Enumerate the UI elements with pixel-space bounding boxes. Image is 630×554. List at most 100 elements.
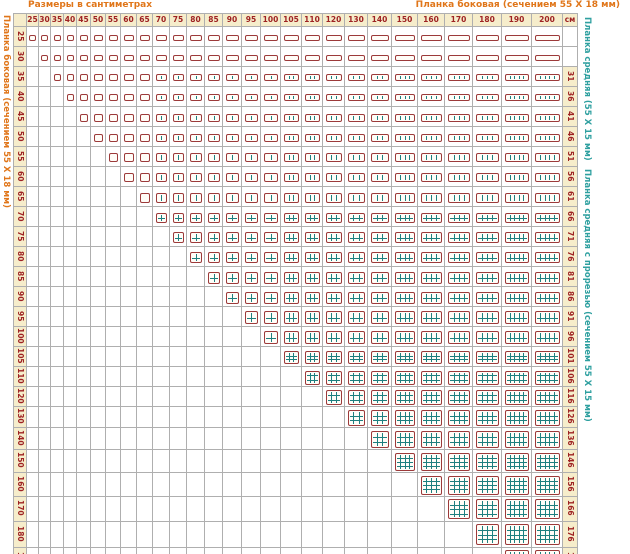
trellis-frame-icon xyxy=(504,331,529,344)
vertical-slat-line xyxy=(404,115,406,120)
vertical-slat-line xyxy=(549,194,551,201)
trellis-frame-icon xyxy=(370,311,389,324)
empty-cell xyxy=(120,346,137,367)
empty-cell xyxy=(204,496,223,522)
horizontal-slat-line xyxy=(506,375,527,377)
size-cell xyxy=(38,46,51,67)
vertical-slat-line xyxy=(404,135,406,140)
size-cell xyxy=(222,146,242,167)
size-cell xyxy=(444,186,473,207)
horizontal-slat-line xyxy=(349,399,363,401)
trellis-frame-icon xyxy=(475,524,499,545)
size-cell xyxy=(152,26,170,47)
trellis-frame-icon xyxy=(225,54,239,61)
trellis-frame-icon xyxy=(304,94,320,101)
trellis-frame-icon xyxy=(420,173,442,182)
trellis-frame-icon xyxy=(420,232,442,243)
row-header-cell: 105 xyxy=(13,346,27,367)
column-header-cell: 85 xyxy=(204,13,223,27)
horizontal-slat-line xyxy=(422,217,440,219)
vertical-slat-line xyxy=(518,372,520,383)
empty-cell xyxy=(26,186,39,207)
horizontal-slat-line xyxy=(477,317,497,319)
vertical-slat-line xyxy=(335,353,337,362)
trellis-frame-icon xyxy=(155,54,167,61)
vertical-slat-line xyxy=(487,433,488,446)
vertical-slat-line xyxy=(509,552,511,554)
horizontal-slat-line xyxy=(396,442,413,443)
empty-cell xyxy=(76,472,91,497)
empty-cell xyxy=(169,366,187,387)
empty-cell xyxy=(391,496,418,522)
horizontal-slat-line xyxy=(396,359,413,361)
row-header-cell: 60 xyxy=(13,166,27,187)
horizontal-slat-line xyxy=(372,395,387,397)
trellis-frame-icon xyxy=(394,54,415,61)
trellis-frame-icon xyxy=(108,133,118,142)
empty-cell xyxy=(120,472,137,497)
horizontal-slat-line xyxy=(477,415,497,417)
vertical-slat-line xyxy=(435,372,437,383)
size-cell xyxy=(344,366,368,387)
trellis-frame-icon xyxy=(420,351,442,364)
size-cell xyxy=(120,106,137,127)
empty-cell xyxy=(301,521,323,548)
horizontal-slat-line xyxy=(422,297,440,299)
size-cell xyxy=(280,186,302,207)
empty-cell xyxy=(344,521,368,548)
trellis-frame-icon xyxy=(370,390,389,405)
vertical-slat-line xyxy=(288,135,290,140)
horizontal-slat-line xyxy=(506,457,527,459)
empty-cell xyxy=(26,226,39,247)
empty-cell xyxy=(76,126,91,147)
vertical-slat-line xyxy=(426,155,428,160)
size-cell xyxy=(367,66,392,87)
empty-cell xyxy=(90,326,106,347)
horizontal-slat-line xyxy=(285,277,297,279)
vertical-slat-line xyxy=(195,135,197,140)
trellis-frame-icon xyxy=(325,192,342,203)
size-cell xyxy=(444,346,473,367)
empty-cell xyxy=(152,449,170,473)
horizontal-slat-line xyxy=(327,257,340,259)
vertical-slat-line xyxy=(409,433,410,446)
vertical-slat-line xyxy=(314,96,316,99)
empty-cell xyxy=(90,521,106,548)
trellis-frame-icon xyxy=(447,475,470,495)
vertical-slat-line xyxy=(270,135,272,140)
vertical-slat-line xyxy=(523,115,525,120)
horizontal-slat-line xyxy=(477,277,497,279)
trellis-frame-icon xyxy=(534,54,560,61)
vertical-slat-line xyxy=(553,412,555,424)
horizontal-slat-line xyxy=(506,399,527,401)
size-cell xyxy=(152,206,170,227)
size-cell xyxy=(417,26,445,47)
vertical-slat-line xyxy=(523,412,525,424)
size-cell xyxy=(186,246,205,267)
trellis-frame-icon xyxy=(207,212,220,223)
trellis-frame-icon xyxy=(534,94,560,101)
horizontal-slat-line xyxy=(536,513,558,515)
trellis-frame-icon xyxy=(244,94,258,101)
horizontal-slat-line xyxy=(506,509,527,511)
horizontal-slat-line xyxy=(536,442,558,443)
vertical-slat-line xyxy=(481,372,483,383)
horizontal-slat-line xyxy=(506,277,527,279)
vertical-slat-line xyxy=(331,175,333,180)
horizontal-slat-line xyxy=(265,297,276,299)
trellis-frame-icon xyxy=(283,173,299,182)
size-cell xyxy=(152,126,170,147)
size-cell xyxy=(280,266,302,287)
size-cell xyxy=(391,206,418,227)
empty-cell xyxy=(120,226,137,247)
vertical-slat-line xyxy=(553,175,555,180)
vertical-slat-line xyxy=(540,194,542,201)
size-cell xyxy=(391,286,418,307)
horizontal-slat-line xyxy=(327,297,340,299)
size-cell xyxy=(120,126,137,147)
trellis-frame-icon xyxy=(263,232,278,243)
empty-cell xyxy=(241,386,261,407)
size-cell xyxy=(501,286,532,307)
size-cell xyxy=(531,226,563,247)
horizontal-slat-line xyxy=(306,257,318,259)
